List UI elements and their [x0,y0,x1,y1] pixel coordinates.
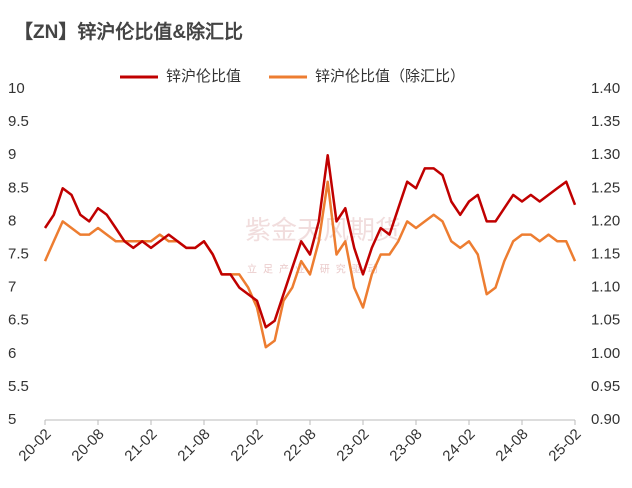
series-line [43,153,577,329]
y2-tick-label: 1.25 [591,179,620,196]
y2-tick-label: 1.00 [591,345,620,362]
y-tick-label: 6.5 [8,312,29,329]
y2-tick-label: 1.20 [591,212,620,229]
y2-tick-label: 0.90 [591,411,620,428]
x-tick-label: 24-08 [492,426,531,465]
x-tick-label: 20-08 [68,426,107,465]
x-tick-label: 23-02 [333,426,372,465]
y-tick-label: 9 [8,146,16,163]
x-tick-label: 24-02 [439,426,478,465]
y-tick-label: 7 [8,279,16,296]
y-tick-label: 8 [8,212,16,229]
x-tick-label: 23-08 [386,426,425,465]
x-tick-label: 20-02 [15,426,54,465]
y-tick-label: 7.5 [8,245,29,262]
y-tick-label: 9.5 [8,113,29,130]
y-tick-label: 5 [8,411,16,428]
y2-tick-label: 1.05 [591,312,620,329]
y2-tick-label: 1.10 [591,279,620,296]
x-tick-label: 21-02 [121,426,160,465]
y2-tick-label: 1.30 [591,146,620,163]
y2-tick-label: 1.35 [591,113,620,130]
y2-tick-label: 1.40 [591,80,620,97]
y-tick-label: 5.5 [8,378,29,395]
y2-tick-label: 0.95 [591,378,620,395]
chart-title: 【ZN】锌沪伦比值&除汇比 [14,20,243,43]
legend-label: 锌沪伦比值 [166,68,241,85]
y2-tick-label: 1.15 [591,245,620,262]
y-tick-label: 8.5 [8,179,29,196]
x-tick-label: 22-08 [280,426,319,465]
y-tick-label: 10 [8,80,25,97]
legend-label: 锌沪伦比值（除汇比） [315,68,465,85]
x-tick-label: 21-08 [174,426,213,465]
series-line [43,180,577,349]
x-tick-label: 22-02 [227,426,266,465]
y-tick-label: 6 [8,345,16,362]
x-tick-label: 25-02 [545,426,584,465]
